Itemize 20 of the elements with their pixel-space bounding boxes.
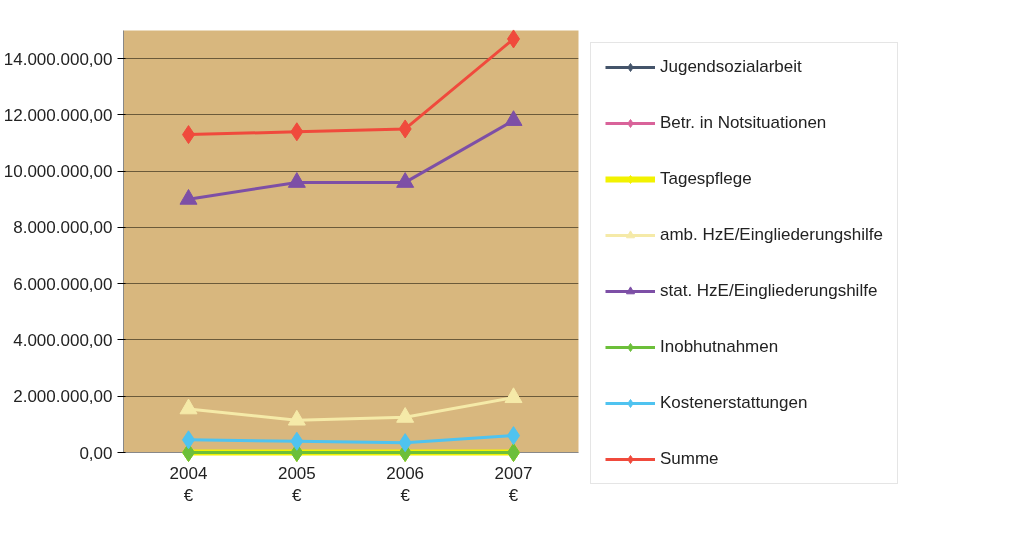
legend-label: Jugendsozialarbeit <box>660 57 802 77</box>
legend-label: amb. HzE/Eingliederungshilfe <box>660 225 884 245</box>
y-tick-label: 0,00 <box>79 443 113 463</box>
x-tick-label: 2005 € <box>277 463 316 506</box>
legend-label: Tagespflege <box>660 169 752 189</box>
y-tick-label: 12.000.000,00 <box>3 105 113 125</box>
y-tick-label: 14.000.000,00 <box>3 49 113 69</box>
y-tick-label: 6.000.000,00 <box>13 274 113 294</box>
legend-label: Kostenerstattungen <box>660 393 808 413</box>
x-tick-label: 2006 € <box>386 463 425 506</box>
x-tick-label: 2007 € <box>494 463 533 506</box>
y-tick-label: 2.000.000,00 <box>13 387 113 407</box>
legend-label: Inobhutnahmen <box>660 337 779 357</box>
legend-label: Betr. in Notsituationen <box>660 113 827 133</box>
y-tick-label: 4.000.000,00 <box>13 330 113 350</box>
y-tick-label: 8.000.000,00 <box>13 218 113 238</box>
legend-label: Summe <box>660 449 719 469</box>
legend-label: stat. HzE/Eingliederungshilfe <box>660 281 878 301</box>
y-tick-label: 10.000.000,00 <box>3 162 113 182</box>
x-tick-label: 2004 € <box>169 463 208 506</box>
